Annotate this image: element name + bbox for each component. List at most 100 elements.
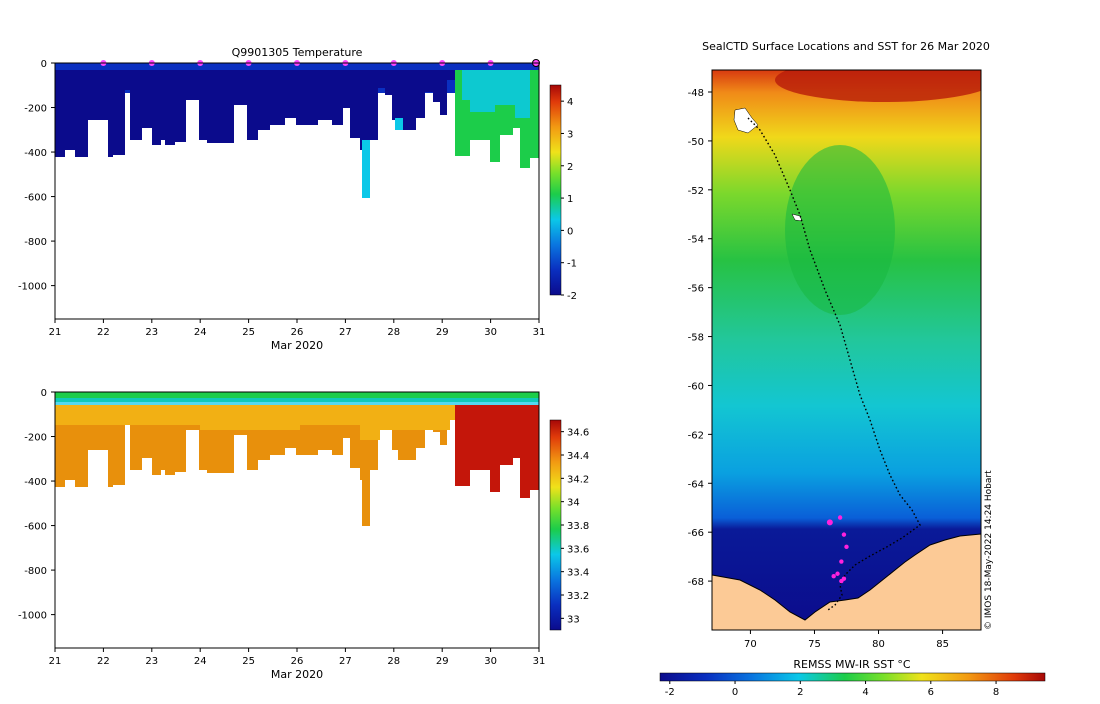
colorbar-tick-label: 33.2 bbox=[567, 591, 589, 602]
map-axes-frame bbox=[711, 69, 982, 631]
temperature-title: Q9901305 Temperature bbox=[232, 46, 363, 59]
map-y-axis: -48 -50 -52 -54 -56 -58 -60 -62 -64 -66 -68 bbox=[688, 88, 712, 588]
sst-map-panel: SealCTD Surface Locations and SST for 26… bbox=[659, 40, 1046, 698]
map-x-tick-label: 70 bbox=[744, 639, 757, 650]
x-tick-label: 29 bbox=[436, 327, 449, 338]
y-tick-label: 0 bbox=[41, 59, 47, 70]
x-tick-label: 31 bbox=[533, 327, 546, 338]
sst-colorbar-tick-label: 4 bbox=[862, 687, 868, 698]
antarctic-landmass bbox=[712, 533, 981, 630]
x-tick-label: 25 bbox=[242, 656, 255, 667]
colorbar-tick-label: 33.4 bbox=[567, 568, 589, 579]
seal-surface-point bbox=[837, 515, 843, 520]
x-tick-label: 26 bbox=[291, 327, 304, 338]
map-x-axis: 70 75 80 85 bbox=[744, 630, 949, 650]
temperature-x-axis: 21 22 23 24 25 26 27 28 29 30 31 bbox=[49, 319, 546, 338]
temp-intrusion bbox=[362, 140, 370, 198]
map-y-tick-label: -62 bbox=[688, 430, 704, 441]
map-y-tick-label: -50 bbox=[688, 137, 704, 148]
salinity-colorbar bbox=[549, 419, 562, 631]
seal-surface-point bbox=[831, 574, 836, 579]
temperature-heatmap bbox=[55, 63, 539, 198]
colorbar-tick-label: 33 bbox=[567, 614, 580, 625]
temperature-y-axis: 0 -200 -400 -600 -800 -1000 bbox=[18, 59, 55, 293]
map-y-tick-label: -64 bbox=[688, 479, 704, 490]
colorbar-tick-label: 34.6 bbox=[567, 428, 589, 439]
map-x-tick-label: 80 bbox=[872, 639, 885, 650]
map-y-tick-label: -68 bbox=[688, 577, 704, 588]
temp-profile-region bbox=[55, 70, 455, 157]
y-tick-label: -200 bbox=[24, 433, 47, 444]
x-tick-label: 21 bbox=[49, 327, 62, 338]
imos-credit: © IMOS 18-May-2022 14:24 Hobart bbox=[984, 470, 994, 630]
x-tick-label: 24 bbox=[194, 327, 207, 338]
x-tick-label: 23 bbox=[145, 656, 158, 667]
y-tick-label: -400 bbox=[24, 148, 47, 159]
sal-surface-fresh bbox=[55, 392, 539, 402]
map-x-tick-label: 75 bbox=[808, 639, 821, 650]
salinity-y-axis: 0 -200 -400 -600 -800 -1000 bbox=[18, 388, 55, 622]
seal-surface-point bbox=[835, 571, 840, 576]
sst-colorbar-label: REMSS MW-IR SST °C bbox=[793, 658, 911, 671]
temp-cyan-band bbox=[462, 70, 530, 118]
x-tick-label: 22 bbox=[97, 327, 110, 338]
sst-colorbar-tick-label: -2 bbox=[665, 687, 675, 698]
colorbar-tick-label: 33.8 bbox=[567, 521, 589, 532]
x-tick-label: 24 bbox=[194, 656, 207, 667]
map-y-tick-label: -48 bbox=[688, 88, 704, 99]
map-x-tick-label: 85 bbox=[936, 639, 949, 650]
seal-surface-points bbox=[826, 515, 849, 584]
colorbar-tick-label: 2 bbox=[567, 162, 573, 173]
sst-colorbar-ticks: -2 0 2 4 6 8 bbox=[665, 681, 999, 698]
y-tick-label: -200 bbox=[24, 104, 47, 115]
y-tick-label: -1000 bbox=[18, 282, 47, 293]
seal-surface-point bbox=[844, 544, 849, 550]
map-y-tick-label: -60 bbox=[688, 381, 704, 392]
seal-surface-point bbox=[839, 559, 844, 564]
temperature-panel: Q9901305 Temperature 21 22 23 24 25 26 27 28 29 3… bbox=[18, 46, 577, 352]
seal-surface-point bbox=[841, 532, 847, 537]
x-tick-label: 31 bbox=[533, 656, 546, 667]
temp-intrusion bbox=[395, 118, 403, 130]
colorbar-tick-label: 34.2 bbox=[567, 474, 589, 485]
temperature-colorbar bbox=[549, 84, 562, 296]
x-tick-label: 22 bbox=[97, 656, 110, 667]
colorbar-tick-label: 33.6 bbox=[567, 544, 589, 555]
colorbar-tick-label: 4 bbox=[567, 97, 573, 108]
sst-colorbar-tick-label: 8 bbox=[993, 687, 999, 698]
x-tick-label: 26 bbox=[291, 656, 304, 667]
seal-surface-point bbox=[826, 519, 833, 526]
salinity-xlabel: Mar 2020 bbox=[271, 668, 323, 681]
x-tick-label: 29 bbox=[436, 656, 449, 667]
salinity-heatmap bbox=[55, 392, 539, 526]
salinity-x-axis: 21 22 23 24 25 26 27 28 29 30 31 bbox=[49, 648, 546, 667]
map-y-tick-label: -58 bbox=[688, 333, 704, 344]
sst-colorbar bbox=[659, 672, 1046, 682]
sal-deep-region bbox=[455, 405, 539, 498]
y-tick-label: -1000 bbox=[18, 611, 47, 622]
salinity-panel: 21 22 23 24 25 26 27 28 29 30 31 0 -200 -400 -600 -800… bbox=[18, 388, 589, 681]
y-tick-label: -600 bbox=[24, 522, 47, 533]
colorbar-tick-label: 34 bbox=[567, 498, 580, 509]
x-tick-label: 28 bbox=[387, 656, 400, 667]
y-tick-label: -800 bbox=[24, 566, 47, 577]
x-tick-label: 27 bbox=[339, 327, 352, 338]
colorbar-tick-label: -2 bbox=[567, 291, 577, 302]
y-tick-label: -600 bbox=[24, 193, 47, 204]
kerguelen-island bbox=[733, 107, 759, 134]
map-y-tick-label: -66 bbox=[688, 528, 704, 539]
sal-upper-layer bbox=[55, 405, 539, 440]
map-y-tick-label: -52 bbox=[688, 186, 704, 197]
sst-green-core bbox=[785, 145, 895, 315]
sst-colorbar-tick-label: 0 bbox=[732, 687, 738, 698]
map-title: SealCTD Surface Locations and SST for 26… bbox=[702, 40, 990, 53]
y-tick-label: -400 bbox=[24, 477, 47, 488]
map-y-tick-label: -54 bbox=[688, 235, 704, 246]
x-tick-label: 21 bbox=[49, 656, 62, 667]
y-tick-label: -800 bbox=[24, 237, 47, 248]
x-tick-label: 30 bbox=[484, 327, 497, 338]
x-tick-label: 28 bbox=[387, 327, 400, 338]
salinity-colorbar-ticks: 34.6 34.4 34.2 34 33.8 33.6 33.4 33.2 33 bbox=[561, 428, 589, 625]
colorbar-tick-label: 0 bbox=[567, 226, 573, 237]
